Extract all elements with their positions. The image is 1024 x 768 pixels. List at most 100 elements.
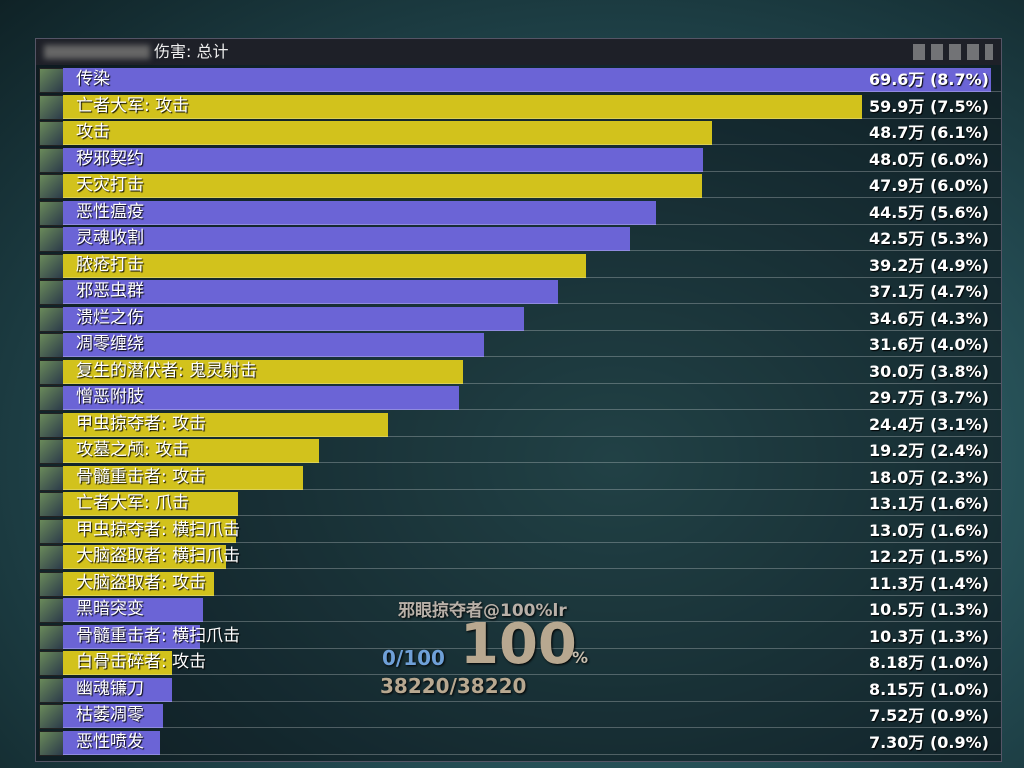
spell-name: 大脑盗取者: 横扫爪击 — [76, 546, 241, 566]
meter-row[interactable]: 骨髓重击者: 横扫爪击 10.3万 (1.3%) — [36, 624, 1001, 650]
row-separator — [63, 382, 1001, 384]
meter-row[interactable]: 恶性瘟疫 44.5万 (5.6%) — [36, 200, 1001, 226]
meter-row[interactable]: 恶性喷发 7.30万 (0.9%) — [36, 730, 1001, 756]
spell-icon — [39, 200, 64, 226]
meter-row[interactable]: 溃烂之伤 34.6万 (4.3%) — [36, 306, 1001, 332]
damage-value: 7.30万 (0.9%) — [868, 732, 989, 752]
meter-row[interactable]: 邪恶虫群 37.1万 (4.7%) — [36, 279, 1001, 305]
damage-value: 13.1万 (1.6%) — [868, 494, 989, 513]
row-separator — [63, 276, 1001, 278]
spell-icon — [39, 492, 64, 517]
spell-name: 恶性喷发 — [76, 731, 144, 752]
spell-name: 黑暗突变 — [76, 599, 144, 619]
row-separator — [63, 700, 1001, 702]
row-separator — [63, 515, 1001, 516]
damage-bar — [63, 227, 630, 251]
damage-bar — [63, 333, 485, 357]
spell-icon — [39, 571, 64, 597]
meter-row[interactable]: 凋零缠绕 31.6万 (4.0%) — [36, 332, 1001, 358]
row-separator — [63, 197, 1001, 198]
meter-row[interactable]: 攻墓之颅: 攻击 19.2万 (2.4%) — [36, 438, 1001, 464]
spell-name: 灵魂收割 — [76, 228, 144, 248]
damage-bar — [63, 68, 991, 92]
meter-row[interactable]: 大脑盗取者: 攻击 11.3万 (1.4%) — [36, 571, 1001, 597]
damage-value: 7.52万 (0.9%) — [868, 706, 989, 725]
spell-name: 攻墓之颅: 攻击 — [76, 440, 190, 460]
spell-icon — [39, 121, 64, 146]
meter-row[interactable]: 秽邪契约 48.0万 (6.0%) — [36, 147, 1001, 173]
spell-icon — [39, 68, 64, 93]
damage-value: 39.2万 (4.9%) — [868, 255, 989, 275]
meter-row[interactable]: 脓疮打击 39.2万 (4.9%) — [36, 253, 1001, 279]
damage-value: 47.9万 (6.0%) — [868, 176, 989, 195]
meter-row[interactable]: 大脑盗取者: 横扫爪击 12.2万 (1.5%) — [36, 544, 1001, 570]
meter-row[interactable]: 白骨击碎者: 攻击 8.18万 (1.0%) — [36, 650, 1001, 676]
spell-icon — [39, 465, 64, 491]
spell-name: 枯萎凋零 — [76, 705, 144, 725]
meter-row[interactable]: 枯萎凋零 7.52万 (0.9%) — [36, 703, 1001, 729]
row-separator — [63, 621, 1001, 622]
damage-bar — [63, 624, 201, 649]
spell-name: 邪恶虫群 — [76, 281, 144, 301]
meter-row[interactable]: 甲虫掠夺者: 攻击 24.4万 (3.1%) — [36, 412, 1001, 438]
spell-icon — [39, 624, 64, 650]
damage-meter: 伤害: 总计 传染 69.6万 (8.7%) 亡者大军: 攻击 59.9万 (7.5%… — [35, 38, 1002, 762]
meter-row[interactable]: 亡者大军: 攻击 59.9万 (7.5%) — [36, 94, 1001, 120]
damage-value: 59.9万 (7.5%) — [868, 96, 989, 116]
power: 0/100 — [382, 646, 445, 670]
spell-name: 憎恶附肢 — [76, 387, 144, 407]
row-separator — [63, 409, 1001, 410]
spell-icon — [39, 253, 64, 279]
damage-bar — [63, 386, 459, 410]
damage-value: 19.2万 (2.4%) — [868, 441, 989, 460]
damage-value: 42.5万 (5.3%) — [868, 229, 989, 248]
row-separator — [63, 462, 1001, 463]
row-separator — [63, 541, 1001, 543]
meter-row[interactable]: 传染 69.6万 (8.7%) — [36, 67, 1001, 93]
damage-bar — [63, 147, 703, 172]
damage-bar — [63, 200, 657, 225]
meter-row[interactable]: 亡者大军: 爪击 13.1万 (1.6%) — [36, 491, 1001, 517]
meter-row[interactable]: 攻击 48.7万 (6.1%) — [36, 120, 1001, 146]
row-separator — [63, 753, 1001, 755]
damage-bar — [63, 412, 389, 437]
damage-value: 11.3万 (1.4%) — [868, 573, 989, 593]
spell-name: 骨髓重击者: 攻击 — [76, 466, 207, 487]
meter-row[interactable]: 天灾打击 47.9万 (6.0%) — [36, 173, 1001, 199]
spell-icon — [39, 359, 64, 385]
damage-value: 8.15万 (1.0%) — [868, 679, 989, 699]
spell-name: 甲虫掠夺者: 横扫爪击 — [76, 519, 241, 540]
meter-row[interactable]: 灵魂收割 42.5万 (5.3%) — [36, 226, 1001, 252]
window-title: 伤害: 总计 — [154, 42, 229, 61]
damage-bar — [63, 518, 237, 543]
spell-icon — [39, 147, 64, 173]
row-separator — [63, 329, 1001, 331]
spell-icon — [39, 412, 64, 438]
meter-row[interactable]: 黑暗突变 10.5万 (1.3%) — [36, 597, 1001, 623]
meter-row[interactable]: 甲虫掠夺者: 横扫爪击 13.0万 (1.6%) — [36, 518, 1001, 544]
meter-row[interactable]: 憎恶附肢 29.7万 (3.7%) — [36, 385, 1001, 411]
spell-name: 大脑盗取者: 攻击 — [76, 572, 207, 593]
spell-name: 天灾打击 — [76, 175, 144, 195]
meter-row[interactable]: 幽魂镰刀 8.15万 (1.0%) — [36, 677, 1001, 703]
row-separator — [63, 435, 1001, 437]
damage-bar — [63, 571, 214, 596]
spell-icon — [39, 227, 64, 252]
spell-icon — [39, 677, 64, 703]
damage-value: 18.0万 (2.3%) — [868, 467, 989, 487]
damage-value: 37.1万 (4.7%) — [868, 282, 989, 301]
spell-icon — [39, 598, 64, 623]
spell-name: 脓疮打击 — [76, 254, 144, 275]
damage-bar — [63, 677, 172, 702]
row-separator — [63, 727, 1001, 728]
damage-value: 31.6万 (4.0%) — [868, 335, 989, 354]
spell-icon — [39, 518, 64, 544]
meter-row[interactable]: 骨髓重击者: 攻击 18.0万 (2.3%) — [36, 465, 1001, 491]
damage-bar — [63, 492, 238, 516]
damage-bar — [63, 465, 303, 490]
meter-row[interactable]: 复生的潜伏者: 鬼灵射击 30.0万 (3.8%) — [36, 359, 1001, 385]
window-buttons[interactable] — [913, 44, 993, 60]
spell-name: 亡者大军: 爪击 — [76, 493, 190, 513]
spell-name: 甲虫掠夺者: 攻击 — [76, 413, 207, 434]
